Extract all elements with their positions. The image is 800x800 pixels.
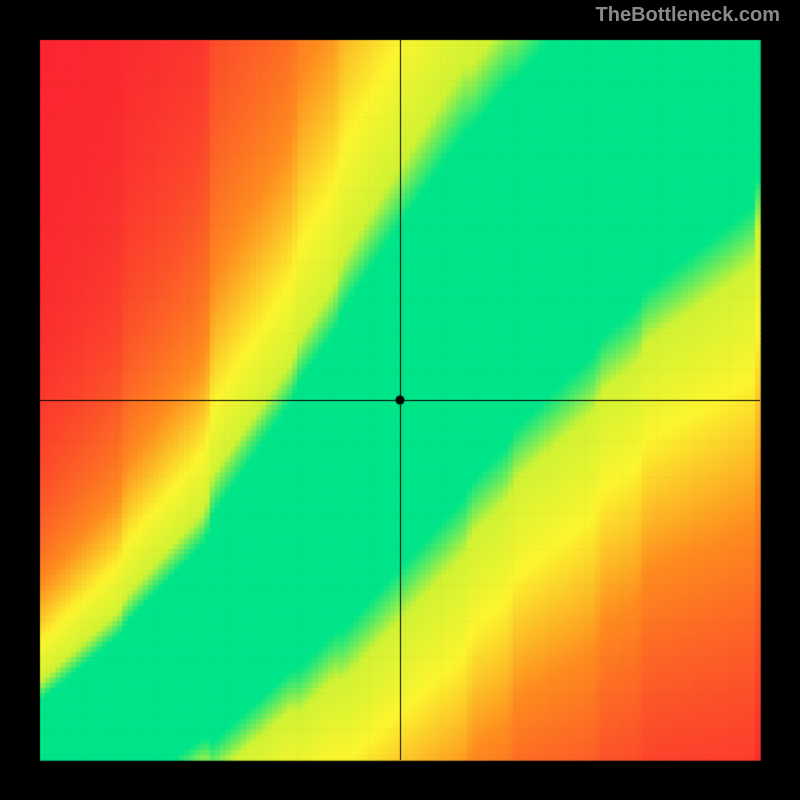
bottleneck-heatmap <box>0 0 800 800</box>
